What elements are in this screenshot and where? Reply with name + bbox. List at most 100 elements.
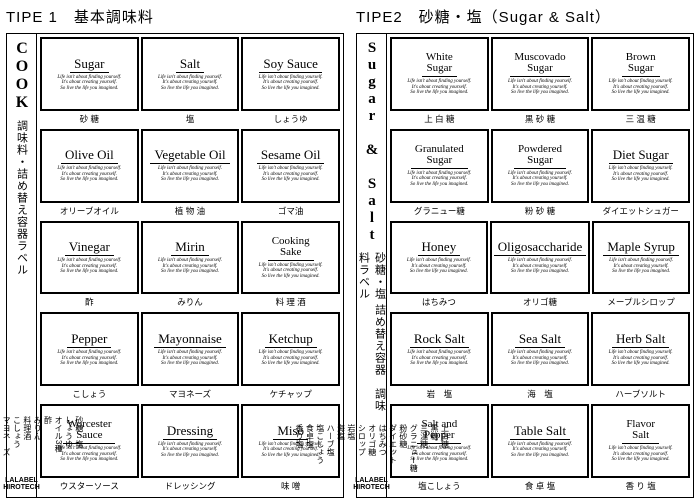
- label-caption: 海 塩: [527, 386, 553, 402]
- label-title: Cooking Sake: [268, 236, 314, 261]
- label-row: HoneyLife isn't about finding yourself. …: [389, 220, 691, 312]
- label-caption: ゴマ油: [278, 203, 304, 219]
- label-cell: Rock SaltLife isn't about finding yourse…: [389, 311, 490, 403]
- label-tagline: Life isn't about finding yourself. It's …: [407, 77, 471, 96]
- label-cell: SaltLife isn't about finding yourself. I…: [140, 36, 241, 128]
- label-title: Worcester Sauce: [63, 419, 115, 444]
- label-title: Dressing: [163, 424, 217, 440]
- label-tagline: Life isn't about finding yourself. It's …: [508, 348, 572, 367]
- label-card: SugarLife isn't about finding yourself. …: [40, 37, 139, 111]
- label-grid: White SugarLife isn't about finding your…: [387, 34, 693, 497]
- label-tagline: Life isn't about finding yourself. It's …: [609, 444, 673, 463]
- label-cell: Vegetable OilLife isn't about finding yo…: [140, 128, 241, 220]
- label-tagline: Life isn't about finding yourself. It's …: [407, 256, 471, 275]
- label-caption: はちみつ: [422, 294, 456, 310]
- label-title: Olive Oil: [61, 148, 118, 164]
- label-tagline: Life isn't about finding yourself. It's …: [407, 444, 471, 463]
- label-card: Olive OilLife isn't about finding yourse…: [40, 129, 139, 203]
- label-card: Maple SyrupLife isn't about finding your…: [592, 221, 690, 295]
- label-row: Pepper Life isn't about finding yourself.…: [39, 311, 341, 403]
- label-cell: Maple SyrupLife isn't about finding your…: [591, 220, 691, 312]
- label-title: Mirin: [171, 240, 209, 256]
- label-row: Granulated SugarLife isn't about finding…: [389, 128, 691, 220]
- label-caption: 上 白 糖: [424, 111, 454, 127]
- label-tagline: Life isn't about finding yourself. It's …: [57, 164, 121, 183]
- label-tagline: Life isn't about finding yourself. It's …: [609, 77, 673, 96]
- label-tagline: Life isn't about finding yourself. It's …: [158, 164, 222, 183]
- label-card: Vegetable OilLife isn't about finding yo…: [141, 129, 240, 203]
- label-title: Pepper: [67, 332, 111, 348]
- label-caption: ドレッシング: [165, 478, 216, 494]
- label-caption: 香 り 塩: [626, 478, 656, 494]
- strip-title: COOK: [13, 38, 31, 114]
- label-title: Table Salt: [510, 424, 570, 440]
- label-caption: オリゴ糖: [523, 294, 557, 310]
- label-caption: 三 温 糖: [626, 111, 656, 127]
- label-title: Mayonnaise: [154, 332, 226, 348]
- label-row: White SugarLife isn't about finding your…: [389, 36, 691, 128]
- label-caption: ケチャップ: [269, 386, 311, 402]
- panel-body: Sugar & Salt砂糖・塩 詰め替え容器 調味料ラベル上白糖 黒糖 三温糖…: [356, 33, 694, 498]
- label-title: White Sugar: [422, 52, 457, 77]
- panel-header: TIPE 1 基本調味料: [6, 4, 344, 33]
- label-title: Ketchup: [265, 332, 317, 348]
- label-caption: こしょう: [72, 386, 106, 402]
- label-card: Brown SugarLife isn't about finding your…: [591, 37, 690, 111]
- label-tagline: Life isn't about finding yourself. It's …: [158, 440, 222, 459]
- strip-brand: LALABELHIROTECH: [353, 476, 390, 493]
- label-cell: Brown SugarLife isn't about finding your…: [590, 36, 691, 128]
- label-card: DressingLife isn't about finding yoursel…: [141, 404, 240, 478]
- label-card: SaltLife isn't about finding yourself. I…: [141, 37, 240, 111]
- label-title: Sesame Oil: [257, 148, 325, 164]
- label-title: Vinegar: [65, 240, 114, 256]
- label-cell: Cooking SakeLife isn't about finding you…: [240, 220, 341, 312]
- label-card: MayonnaiseLife isn't about finding yours…: [141, 312, 240, 386]
- label-title: Rock Salt: [410, 332, 469, 348]
- label-cell: DressingLife isn't about finding yoursel…: [140, 403, 241, 495]
- label-cell: SugarLife isn't about finding yourself. …: [39, 36, 140, 128]
- label-caption: 塩こしょう: [418, 478, 461, 494]
- label-card: White SugarLife isn't about finding your…: [390, 37, 489, 111]
- label-caption: みりん: [177, 294, 203, 310]
- label-tagline: Life isn't about finding yourself. It's …: [158, 348, 222, 367]
- label-cell: HoneyLife isn't about finding yourself. …: [389, 220, 489, 312]
- label-tagline: Life isn't about finding yourself. It's …: [407, 169, 471, 188]
- label-caption: ハーブソルト: [615, 386, 666, 402]
- label-cell: Salt and PepperLife isn't about finding …: [389, 403, 490, 495]
- label-cell: Olive OilLife isn't about finding yourse…: [39, 128, 140, 220]
- label-tagline: Life isn't about finding yourself. It's …: [508, 440, 572, 459]
- label-caption: メープルシロップ: [607, 294, 675, 310]
- label-caption: ウスターソース: [60, 478, 119, 494]
- label-card: Worcester SauceLife isn't about finding …: [40, 404, 139, 478]
- label-title: Oligosaccharide: [494, 240, 586, 256]
- label-caption: オリーブオイル: [60, 203, 119, 219]
- label-caption: ダイエットシュガー: [602, 203, 678, 219]
- label-cell: Flavor SaltLife isn't about finding your…: [590, 403, 691, 495]
- label-title: Herb Salt: [612, 332, 669, 348]
- label-caption: 岩 塩: [427, 386, 453, 402]
- label-cell: White SugarLife isn't about finding your…: [389, 36, 490, 128]
- label-title: Brown Sugar: [622, 52, 660, 77]
- label-caption: 塩: [186, 111, 195, 127]
- label-title: Soy Sauce: [259, 57, 322, 73]
- label-cell: PepperLife isn't about finding yourself.…: [39, 311, 140, 403]
- label-title: Salt and Pepper: [417, 419, 461, 444]
- label-card: KetchupLife isn't about finding yourself…: [241, 312, 340, 386]
- label-caption: 砂 糖: [80, 111, 99, 127]
- label-cell: Granulated SugarLife isn't about finding…: [389, 128, 490, 220]
- label-card: Table SaltLife isn't about finding yours…: [491, 404, 590, 478]
- strip-brand: LALABELHIROTECH: [3, 476, 40, 493]
- label-card: Powdered SugarLife isn't about finding y…: [491, 129, 590, 203]
- label-row: SugarLife isn't about finding yourself. …: [39, 36, 341, 128]
- label-caption: グラニュー糖: [414, 203, 465, 219]
- side-strip: Sugar & Salt砂糖・塩 詰め替え容器 調味料ラベル上白糖 黒糖 三温糖…: [357, 34, 387, 497]
- label-cell: Herb SaltLife isn't about finding yourse…: [590, 311, 691, 403]
- label-title: Sea Salt: [515, 332, 565, 348]
- label-card: Cooking SakeLife isn't about finding you…: [241, 221, 340, 295]
- label-tagline: Life isn't about finding yourself. It's …: [407, 348, 471, 367]
- label-title: Diet Sugar: [609, 148, 673, 164]
- strip-title: Sugar & Salt: [363, 38, 380, 246]
- label-caption: 味 噌: [281, 478, 300, 494]
- label-tagline: Life isn't about finding yourself. It's …: [259, 348, 323, 367]
- label-card: MirinLife isn't about finding yourself. …: [141, 221, 240, 295]
